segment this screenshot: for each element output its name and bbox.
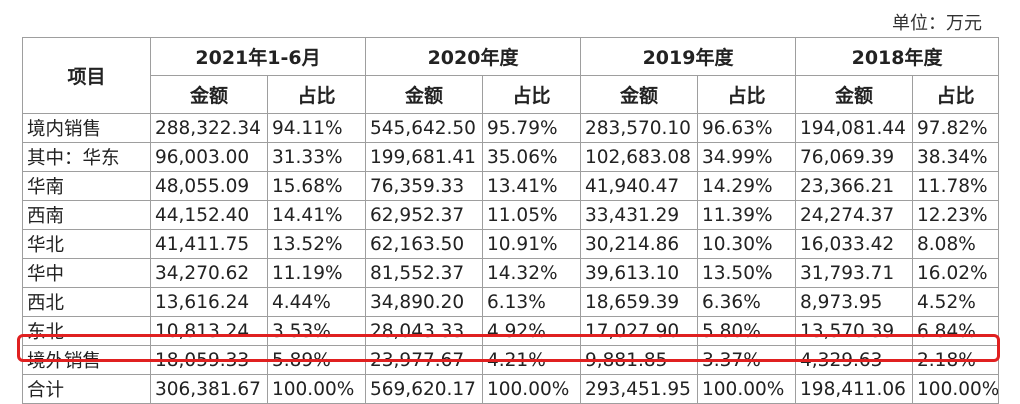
- ratio-cell: 13.41%: [481, 171, 582, 201]
- amount-cell: 62,952.37: [365, 200, 483, 230]
- amount-cell: 23,366.21: [795, 171, 914, 201]
- header-ratio: 占比: [697, 75, 797, 114]
- amount-cell: 24,274.37: [795, 200, 914, 230]
- ratio-cell: 10.91%: [481, 229, 582, 259]
- ratio-cell: 14.41%: [267, 200, 366, 230]
- amount-cell: 288,322.34: [150, 113, 268, 143]
- header-period: 2021年1-6月: [150, 37, 366, 76]
- ratio-cell: 16.02%: [912, 258, 1000, 288]
- ratio-cell: 100.00%: [267, 374, 366, 404]
- ratio-cell: 14.29%: [697, 171, 797, 201]
- header-ratio: 占比: [267, 75, 366, 114]
- ratio-cell: 97.82%: [912, 113, 1000, 143]
- ratio-cell: 6.36%: [697, 287, 797, 317]
- amount-cell: 30,214.86: [580, 229, 699, 259]
- amount-cell: 76,359.33: [365, 171, 483, 201]
- sales-region-table: 项目 2021年1-6月 2020年度 2019年度 2018年度 金额 占比 …: [22, 37, 1000, 404]
- amount-cell: 62,163.50: [365, 229, 483, 259]
- table-row: 合计 306,381.67 100.00% 569,620.17 100.00% 293,…: [22, 374, 1000, 404]
- amount-cell: 18,659.39: [580, 287, 699, 317]
- amount-cell: 293,451.95: [580, 374, 699, 404]
- amount-cell: 76,069.39: [795, 142, 914, 172]
- ratio-cell: 100.00%: [912, 374, 1000, 404]
- amount-cell: 34,890.20: [365, 287, 483, 317]
- ratio-cell: 11.05%: [481, 200, 582, 230]
- amount-cell: 16,033.42: [795, 229, 914, 259]
- amount-cell: 41,411.75: [150, 229, 268, 259]
- amount-cell: 194,081.44: [795, 113, 914, 143]
- ratio-cell: 10.30%: [697, 229, 797, 259]
- ratio-cell: 15.68%: [267, 171, 366, 201]
- header-period: 2018年度: [795, 37, 1000, 76]
- row-label: 西南: [22, 200, 151, 230]
- ratio-cell: 8.08%: [912, 229, 1000, 259]
- amount-cell: 13,616.24: [150, 287, 268, 317]
- header-amount: 金额: [580, 75, 699, 114]
- ratio-cell: 4.52%: [912, 287, 1000, 317]
- ratio-cell: 6.13%: [481, 287, 582, 317]
- table-row: 其中：华东 96,003.00 31.33% 199,681.41 35.06% 102,…: [22, 142, 1000, 172]
- ratio-cell: 11.19%: [267, 258, 366, 288]
- amount-cell: 569,620.17: [365, 374, 483, 404]
- header-ratio: 占比: [481, 75, 582, 114]
- row-label: 其中：华东: [22, 142, 151, 172]
- ratio-cell: 100.00%: [697, 374, 797, 404]
- amount-cell: 545,642.50: [365, 113, 483, 143]
- ratio-cell: 95.79%: [481, 113, 582, 143]
- amount-cell: 44,152.40: [150, 200, 268, 230]
- ratio-cell: 11.39%: [697, 200, 797, 230]
- ratio-cell: 38.34%: [912, 142, 1000, 172]
- row-label: 华北: [22, 229, 151, 259]
- header-amount: 金额: [365, 75, 483, 114]
- row-label: 华中: [22, 258, 151, 288]
- amount-cell: 81,552.37: [365, 258, 483, 288]
- unit-label: 单位：万元: [892, 13, 982, 34]
- amount-cell: 306,381.67: [150, 374, 268, 404]
- ratio-cell: 35.06%: [481, 142, 582, 172]
- ratio-cell: 34.99%: [697, 142, 797, 172]
- row-label: 合计: [22, 374, 151, 404]
- amount-cell: 33,431.29: [580, 200, 699, 230]
- ratio-cell: 11.78%: [912, 171, 1000, 201]
- ratio-cell: 100.00%: [481, 374, 582, 404]
- header-period: 2019年度: [580, 37, 797, 76]
- table-row: 华北 41,411.75 13.52% 62,163.50 10.91% 30,214.8…: [22, 229, 1000, 259]
- amount-cell: 102,683.08: [580, 142, 699, 172]
- ratio-cell: 96.63%: [697, 113, 797, 143]
- table-row: 境内销售 288,322.34 94.11% 545,642.50 95.79% 283,…: [22, 113, 1000, 143]
- amount-cell: 8,973.95: [795, 287, 914, 317]
- ratio-cell: 12.23%: [912, 200, 1000, 230]
- amount-cell: 199,681.41: [365, 142, 483, 172]
- table-row: 华中 34,270.62 11.19% 81,552.37 14.32% 39,613.1…: [22, 258, 1000, 288]
- ratio-cell: 94.11%: [267, 113, 366, 143]
- ratio-cell: 31.33%: [267, 142, 366, 172]
- ratio-cell: 4.44%: [267, 287, 366, 317]
- amount-cell: 41,940.47: [580, 171, 699, 201]
- amount-cell: 39,613.10: [580, 258, 699, 288]
- amount-cell: 96,003.00: [150, 142, 268, 172]
- row-label: 东北: [22, 316, 151, 346]
- highlight-box: [17, 334, 1000, 362]
- ratio-cell: 13.50%: [697, 258, 797, 288]
- amount-cell: 34,270.62: [150, 258, 268, 288]
- table-row: 西北 13,616.24 4.44% 34,890.20 6.13% 18,659.39 6…: [22, 287, 1000, 317]
- table-row: 华南 48,055.09 15.68% 76,359.33 13.41% 41,940.4…: [22, 171, 1000, 201]
- header-item: 项目: [22, 37, 151, 114]
- amount-cell: 48,055.09: [150, 171, 268, 201]
- ratio-cell: 13.52%: [267, 229, 366, 259]
- ratio-cell: 14.32%: [481, 258, 582, 288]
- header-amount: 金额: [150, 75, 268, 114]
- row-label: 华南: [22, 171, 151, 201]
- amount-cell: 31,793.71: [795, 258, 914, 288]
- amount-cell: 283,570.10: [580, 113, 699, 143]
- row-label: 境内销售: [22, 113, 151, 143]
- amount-cell: 198,411.06: [795, 374, 914, 404]
- header-period: 2020年度: [364, 37, 582, 76]
- header-amount: 金额: [795, 75, 914, 114]
- row-label: 西北: [22, 287, 151, 317]
- table-row: 西南 44,152.40 14.41% 62,952.37 11.05% 33,431.2…: [22, 200, 1000, 230]
- header-ratio: 占比: [912, 75, 1000, 114]
